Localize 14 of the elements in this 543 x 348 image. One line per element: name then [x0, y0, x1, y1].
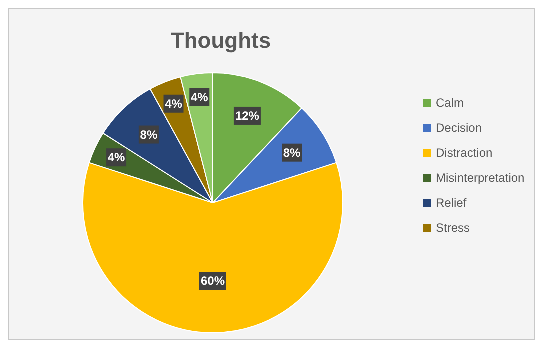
chart-title: Thoughts — [170, 28, 272, 53]
legend-label: Stress — [436, 221, 470, 235]
data-label: 4% — [108, 150, 126, 165]
legend-label: Decision — [436, 121, 482, 135]
data-label: 4% — [190, 90, 209, 104]
data-label: 60% — [200, 274, 226, 288]
legend-label: Distraction — [436, 146, 493, 160]
data-label: 4% — [165, 96, 183, 111]
legend-label: Misinterpretation — [436, 171, 525, 185]
data-label: 8% — [283, 146, 302, 160]
legend-label: Relief — [436, 196, 468, 210]
data-label: 12% — [235, 108, 260, 123]
data-label: 8% — [140, 128, 158, 142]
legend-label: Calm — [436, 96, 464, 110]
